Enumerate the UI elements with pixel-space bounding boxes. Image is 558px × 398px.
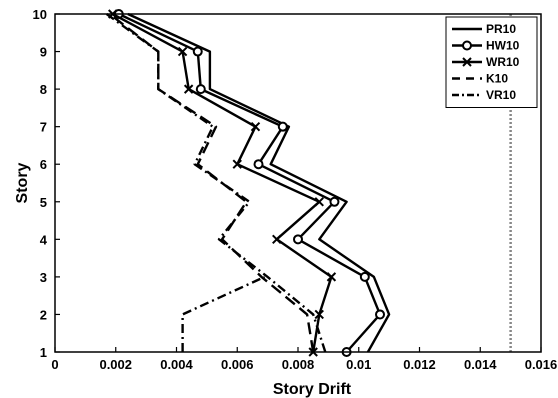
series-point-wr10 [326,272,337,282]
legend-label-k10: K10 [486,72,508,86]
series-point-wr10 [250,121,261,132]
series-point-wr10 [232,159,242,169]
x-axis-title: Story Drift [273,381,352,398]
series-point-wr10 [314,197,324,207]
x-tick-label: 0 [51,357,58,372]
x-tick-label: 0.016 [525,357,558,372]
y-tick-label: 6 [40,157,47,172]
y-tick-label: 3 [40,270,47,285]
x-tick-label: 0.008 [282,357,315,372]
series-line-hw10 [118,12,382,353]
y-tick-label: 4 [40,232,48,247]
series-point-wr10 [314,309,324,320]
series-line-pr10 [127,12,391,353]
series-point-hw10 [192,46,203,57]
series-point-hw10 [329,196,340,207]
y-axis-ticks: 1 2 3 4 5 6 7 8 9 10 [33,7,60,360]
series-point-hw10 [293,234,303,245]
series-layer [105,9,391,357]
x-tick-label: 0.014 [464,357,497,372]
legend-label-pr10: PR10 [486,22,516,36]
y-axis-title: Story [14,162,31,203]
x-tick-label: 0.002 [99,357,132,372]
legend-marker-hw10 [462,40,472,51]
x-tick-label: 0.006 [221,357,254,372]
y-tick-label: 2 [40,307,47,322]
legend-label-wr10: WR10 [486,55,520,69]
legend-label-hw10: HW10 [486,39,520,53]
y-tick-label: 7 [40,120,47,135]
y-tick-label: 9 [40,45,47,60]
series-point-wr10 [272,234,282,245]
series-point-hw10 [359,271,370,282]
legend: PR10 HW10 WR10 K10 VR10 [445,16,538,108]
series-point-hw10 [195,84,206,95]
series-point-hw10 [375,309,386,320]
legend-marker-wr10 [462,57,472,67]
x-axis-ticks: 0 0.002 0.004 0.006 0.008 0.01 0.012 0.014 0.016 [51,347,557,372]
y-tick-label: 1 [40,345,47,360]
x-tick-label: 0.004 [160,357,193,372]
x-tick-label: 0.012 [403,357,436,372]
series-point-wr10 [177,46,188,57]
series-point-hw10 [253,159,264,170]
y-tick-label: 8 [40,82,47,97]
series-point-wr10 [183,84,194,94]
legend-label-vr10: VR10 [486,88,516,102]
series-point-hw10 [277,121,288,132]
y-tick-label: 10 [33,7,47,22]
series-line-wr10 [112,12,333,353]
x-tick-label: 0.01 [346,357,371,372]
y-tick-label: 5 [40,195,47,210]
series-line-vr10 [105,13,327,353]
series-line-extra-5 [181,275,266,352]
